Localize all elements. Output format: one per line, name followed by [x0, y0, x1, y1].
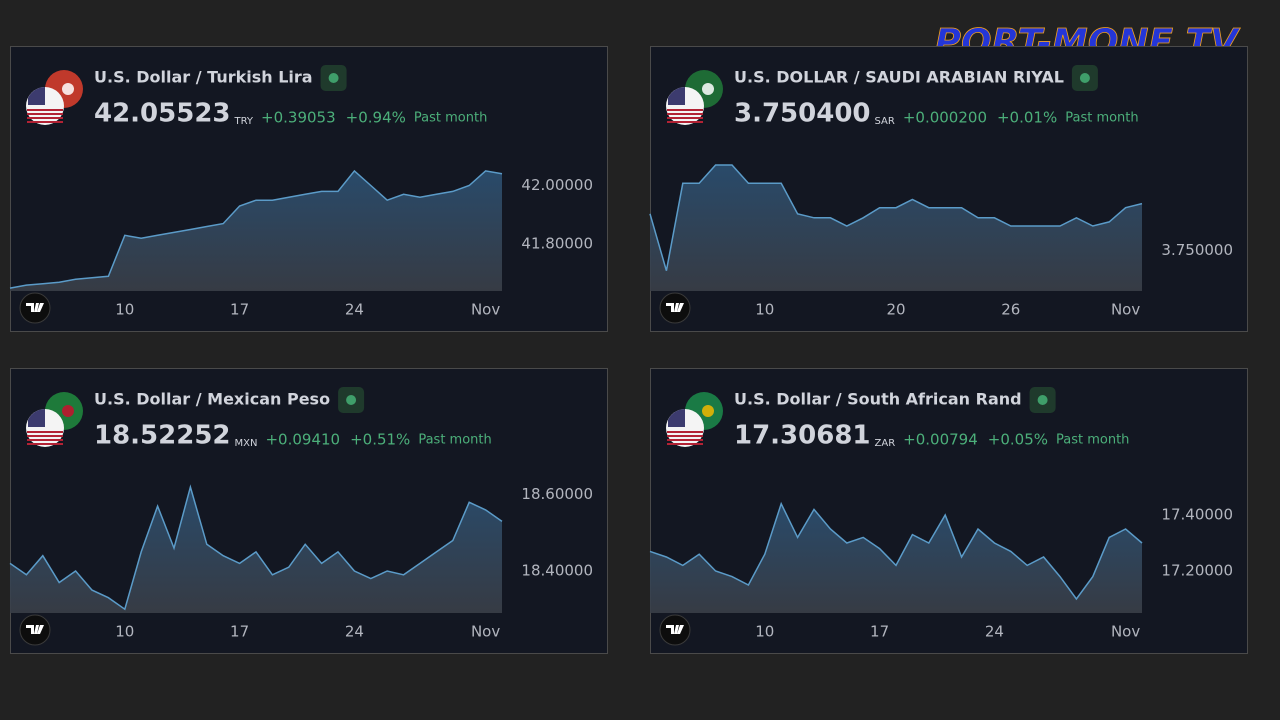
y-tick-label: 17.40000 — [1161, 506, 1233, 524]
base-flag-stripe — [667, 113, 703, 115]
x-tick-label: Nov — [471, 301, 500, 319]
quote-flag-mark — [702, 83, 714, 95]
widget: U.S. Dollar / South African Rand 17.30681… — [649, 368, 1248, 654]
quote-change: +0.39053 — [261, 109, 336, 127]
x-tick-label: Nov — [471, 623, 500, 641]
base-flag-stripe — [27, 439, 63, 441]
widget-title: U.S. Dollar / Turkish Lira — [94, 68, 313, 87]
quote-flag-mark — [702, 405, 714, 417]
base-flag-stripe — [27, 109, 63, 111]
x-tick-label: 17 — [230, 301, 249, 319]
price-line — [9, 484, 503, 611]
base-flag-stripe — [667, 109, 703, 111]
base-flag-stripe — [27, 431, 63, 433]
tv-logo-mark — [666, 625, 684, 634]
status-dot — [346, 395, 357, 405]
base-flag-stripe — [667, 443, 703, 445]
base-flag-stripe — [27, 117, 63, 119]
status-dot — [1037, 395, 1048, 405]
area-fill — [650, 165, 1142, 291]
quote-change: +0.00794 — [903, 431, 978, 449]
tv-logo-mark — [26, 625, 44, 634]
base-flag-stripe — [667, 431, 703, 433]
widget: U.S. Dollar / Mexican Peso 18.52252 MXN +0.… — [9, 368, 608, 654]
quote-change-percent: +0.01% — [997, 109, 1057, 127]
y-tick-label: 3.750000 — [1161, 241, 1233, 259]
y-tick-label: 18.60000 — [521, 485, 593, 503]
x-tick-label: 10 — [115, 301, 134, 319]
y-tick-label: 42.00000 — [521, 176, 593, 194]
x-tick-label: 17 — [230, 623, 249, 641]
quote-currency: MXN — [235, 438, 258, 449]
quote-period: Past month — [418, 433, 491, 448]
quote-currency: SAR — [875, 116, 895, 127]
quote-flag-mark — [62, 83, 74, 95]
quote-price: 42.05523 — [94, 99, 231, 129]
base-flag-stripe — [27, 443, 63, 445]
quote-change: +0.09410 — [265, 431, 340, 449]
base-flag-canton — [668, 409, 685, 427]
quote-price: 17.30681 — [734, 421, 871, 451]
widget-title: U.S. DOLLAR / SAUDI ARABIAN RIYAL — [734, 68, 1064, 87]
status-dot — [1079, 73, 1090, 83]
price-line — [649, 501, 1143, 601]
tv-logo-mark — [666, 303, 684, 312]
x-tick-label: 26 — [1001, 301, 1020, 319]
base-flag-canton — [668, 87, 685, 105]
base-flag-stripe — [667, 117, 703, 119]
quote-currency: ZAR — [875, 438, 896, 449]
base-flag-stripe — [667, 435, 703, 437]
status-dot — [328, 73, 339, 83]
base-flag-stripe — [27, 113, 63, 115]
base-flag-canton — [28, 409, 45, 427]
quote-change: +0.000200 — [903, 109, 987, 127]
x-tick-label: 24 — [345, 623, 364, 641]
quote-currency: TRY — [234, 116, 254, 127]
x-tick-label: 17 — [870, 623, 889, 641]
base-flag-stripe — [27, 435, 63, 437]
quote-price: 3.750400 — [734, 99, 871, 129]
y-tick-label: 41.80000 — [521, 235, 593, 253]
quote-period: Past month — [414, 111, 487, 126]
widget: U.S. DOLLAR / SAUDI ARABIAN RIYAL 3.75040… — [649, 46, 1248, 332]
quote-change-percent: +0.51% — [350, 431, 410, 449]
base-flag-stripe — [667, 439, 703, 441]
widget-title: U.S. Dollar / South African Rand — [734, 390, 1022, 409]
price-line — [9, 169, 503, 289]
quote-flag-mark — [62, 405, 74, 417]
base-flag-stripe — [27, 121, 63, 123]
quote-period: Past month — [1065, 111, 1138, 126]
x-tick-label: 10 — [755, 623, 774, 641]
base-flag-stripe — [667, 121, 703, 123]
quote-change-percent: +0.94% — [346, 109, 406, 127]
quote-period: Past month — [1056, 433, 1129, 448]
x-tick-label: 24 — [345, 301, 364, 319]
x-tick-label: 24 — [985, 623, 1004, 641]
x-tick-label: 10 — [115, 623, 134, 641]
tv-logo-mark — [26, 303, 44, 312]
quote-change-percent: +0.05% — [988, 431, 1048, 449]
x-tick-label: 20 — [886, 301, 905, 319]
price-line — [649, 164, 1143, 271]
area-fill — [10, 170, 502, 291]
y-tick-label: 17.20000 — [1161, 562, 1233, 580]
base-flag-canton — [28, 87, 45, 105]
x-tick-label: Nov — [1111, 623, 1140, 641]
widget-title: U.S. Dollar / Mexican Peso — [94, 390, 330, 409]
x-tick-label: Nov — [1111, 301, 1140, 319]
y-tick-label: 18.40000 — [521, 562, 593, 580]
widget: U.S. Dollar / Turkish Lira 42.05523 TRY +0.… — [9, 46, 608, 332]
quote-price: 18.52252 — [94, 421, 231, 451]
x-tick-label: 10 — [755, 301, 774, 319]
